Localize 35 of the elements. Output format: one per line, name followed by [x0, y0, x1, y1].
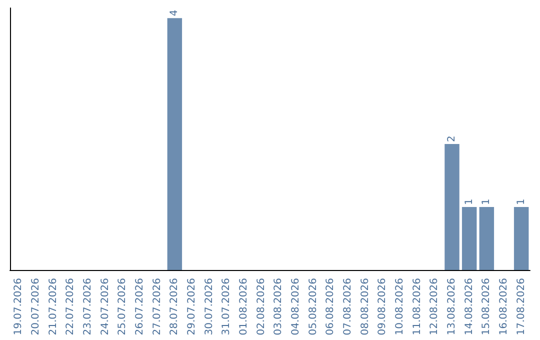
x-tick-label: 05.08.2026 — [308, 278, 319, 336]
x-tick-label: 27.07.2026 — [152, 278, 163, 336]
x-tick-label: 17.08.2026 — [516, 278, 527, 336]
data-label: 4 — [169, 10, 180, 16]
x-tick-label: 29.07.2026 — [186, 278, 198, 336]
x-tick-label: 28.07.2026 — [169, 278, 180, 336]
x-tick-label: 11.08.2026 — [412, 278, 423, 336]
x-tick-label: 09.08.2026 — [377, 278, 388, 336]
x-tick-label: 01.08.2026 — [238, 278, 250, 336]
x-tick-label: 23.07.2026 — [82, 278, 94, 336]
x-tick-label: 25.07.2026 — [117, 278, 128, 336]
x-tick-label: 19.07.2026 — [13, 278, 24, 336]
data-label: 1 — [481, 198, 492, 206]
x-tick-label: 21.07.2026 — [48, 278, 59, 336]
x-tick-label: 15.08.2026 — [481, 278, 492, 336]
x-tick-label: 24.07.2026 — [100, 278, 111, 336]
data-label: 2 — [446, 136, 458, 142]
x-tick-label: 06.08.2026 — [325, 278, 336, 336]
x-tick-label: 14.08.2026 — [464, 278, 475, 336]
x-tick-label: 07.08.2026 — [342, 278, 354, 336]
x-tick-label: 26.07.2026 — [134, 278, 146, 336]
x-tick-label: 02.08.2026 — [256, 278, 267, 336]
data-label: 1 — [464, 198, 475, 206]
x-tick-label: 16.08.2026 — [498, 278, 510, 336]
x-tick-label: 04.08.2026 — [290, 278, 302, 336]
x-tick-label: 22.07.2026 — [65, 278, 76, 336]
x-tick-label: 10.08.2026 — [394, 278, 406, 336]
x-tick-label: 13.08.2026 — [446, 278, 458, 336]
x-tick-label: 03.08.2026 — [273, 278, 284, 336]
x-tick-label: 20.07.2026 — [30, 278, 42, 336]
x-tick-label: 31.07.2026 — [221, 278, 232, 336]
data-label: 1 — [516, 198, 527, 206]
x-tick-label: 08.08.2026 — [360, 278, 371, 336]
x-tick-label: 12.08.2026 — [429, 278, 440, 336]
x-tick-label: 30.07.2026 — [204, 278, 215, 336]
